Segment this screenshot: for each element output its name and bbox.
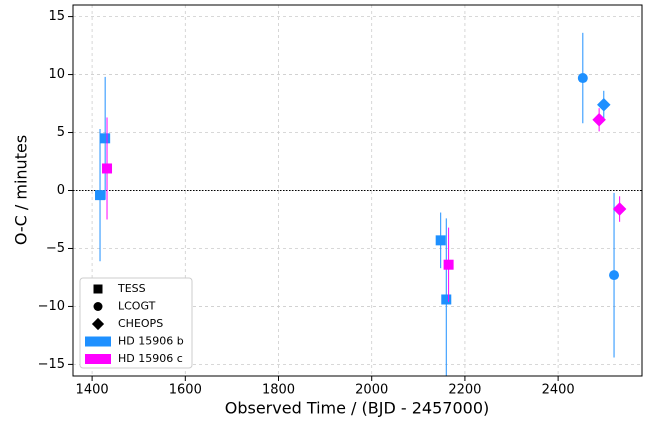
marker-square [443,259,454,270]
plot-frame [72,4,643,377]
legend-label: LCOGT [118,300,156,313]
marker-square [100,133,111,144]
legend-label: HD 15906 c [118,352,183,365]
x-tick-label: 1600 [169,383,202,398]
x-tick-label: 2400 [542,383,575,398]
marker-square [435,235,446,246]
marker-circle [93,302,103,311]
x-tick-label: 2000 [355,383,388,398]
plot-area [95,32,627,376]
marker-diamond [612,202,627,216]
x-tick-label: 1800 [262,383,295,398]
marker-square [95,190,106,201]
y-tick-label: −5 [46,241,65,256]
x-axis-label: Observed Time / (BJD - 2457000) [225,399,489,418]
marker-circle [577,73,588,84]
y-tick-label: 15 [48,9,65,24]
y-tick-label: −15 [38,357,65,372]
legend-label: TESS [117,282,146,295]
marker-diamond [597,97,611,112]
marker-square [441,294,452,305]
marker-circle [609,270,620,281]
legend-label: CHEOPS [118,317,163,330]
y-tick-label: 5 [57,125,65,140]
marker-diamond [592,113,606,127]
y-tick-label: 10 [48,67,65,82]
marker-square [102,163,113,174]
x-tick-label: 1400 [76,383,109,398]
marker-square [93,284,103,294]
x-tick-label: 2200 [448,383,481,398]
y-axis-label: O-C / minutes [12,135,31,245]
y-tick-label: 0 [57,183,65,198]
legend-swatch [85,354,111,364]
legend-label: HD 15906 b [118,335,184,348]
marker-diamond [91,317,105,331]
y-tick-label: −10 [38,299,65,314]
legend-swatch [85,336,111,347]
